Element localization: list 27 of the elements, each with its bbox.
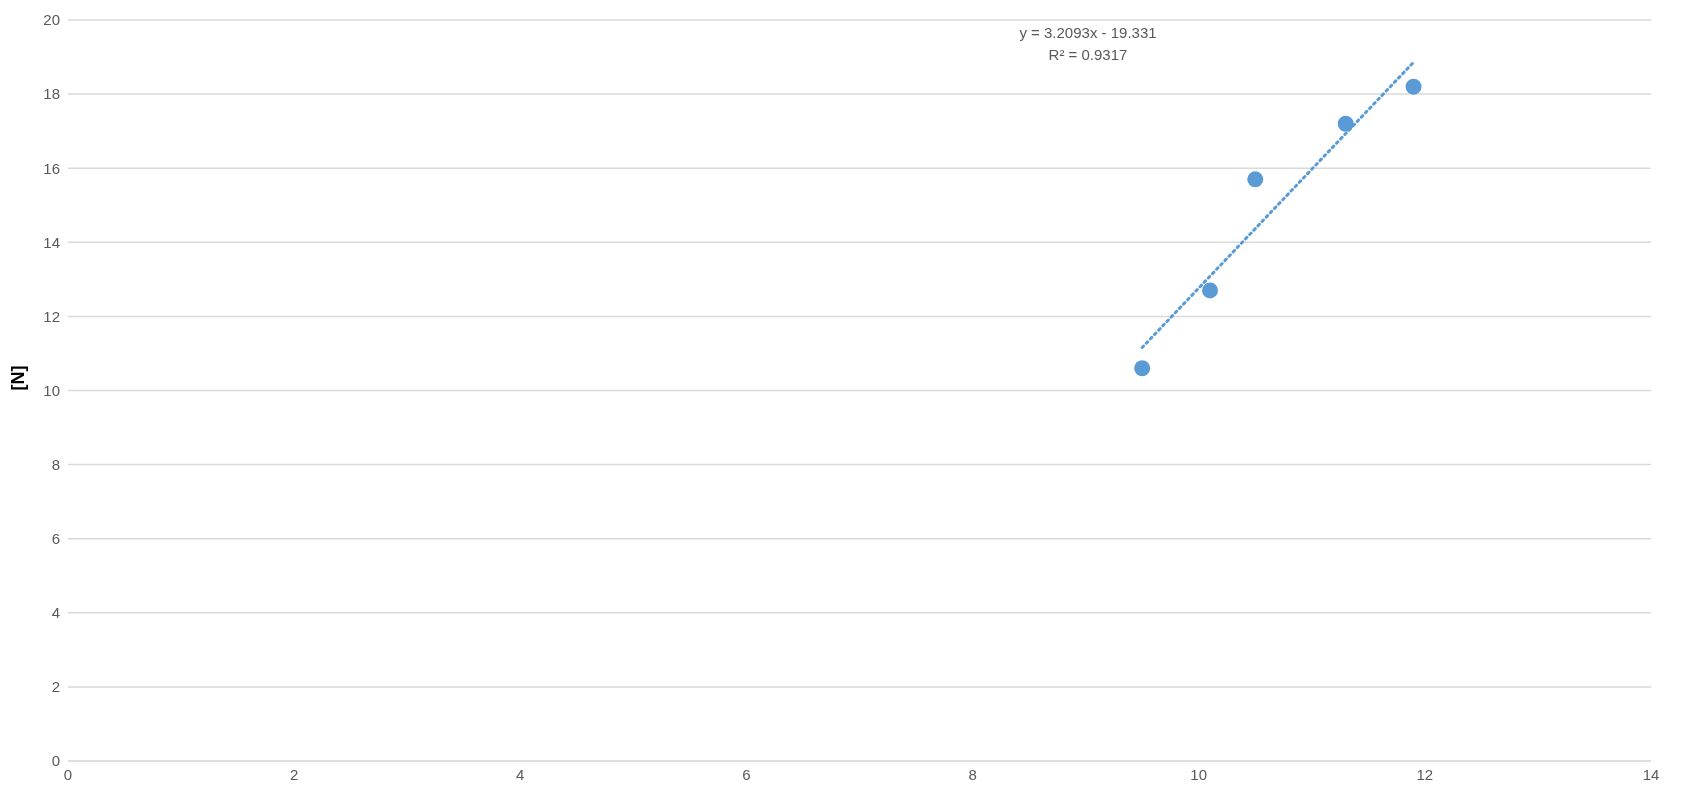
y-tick-label: 0: [51, 752, 60, 770]
point: [1134, 360, 1151, 377]
y-axis-title: [N]: [8, 365, 29, 391]
x-tick-label: 8: [968, 765, 977, 783]
point: [1247, 171, 1264, 188]
point: [1405, 78, 1422, 95]
point: [1337, 115, 1354, 132]
y-tick-label: 4: [51, 604, 60, 622]
y-tick-label: 8: [51, 455, 60, 473]
x-tick-label: 6: [742, 765, 751, 783]
annotation: y = 3.2093x - 19.331: [1018, 23, 1158, 43]
y-tick-label: 16: [43, 159, 60, 177]
y-tick-label: 2: [51, 678, 60, 696]
y-tick-label: 12: [43, 307, 60, 325]
x-tick-label: 4: [516, 765, 525, 783]
x-tick-label: 14: [1642, 765, 1660, 783]
y-tick-label: 20: [43, 11, 60, 29]
point: [1202, 282, 1219, 299]
y-tick-label: 10: [43, 381, 60, 399]
x-tick-label: 0: [63, 765, 73, 783]
x-tick-label: 10: [1190, 765, 1208, 783]
x-tick-label: 2: [289, 765, 299, 783]
y-tick-label: 6: [51, 530, 60, 548]
y-tick-label: 14: [43, 233, 60, 251]
y-tick-label: 18: [43, 85, 60, 103]
x-tick-label: 12: [1416, 765, 1434, 783]
annotation: R² = 0.9317: [1047, 45, 1129, 65]
